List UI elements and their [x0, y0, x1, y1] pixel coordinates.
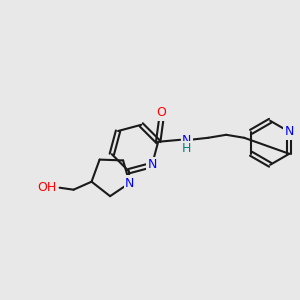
Text: N: N	[284, 125, 294, 138]
Text: O: O	[156, 106, 166, 119]
Text: H: H	[182, 142, 192, 155]
Text: N: N	[125, 176, 134, 190]
Text: N: N	[182, 134, 192, 147]
Text: OH: OH	[37, 181, 57, 194]
Text: N: N	[147, 158, 157, 172]
